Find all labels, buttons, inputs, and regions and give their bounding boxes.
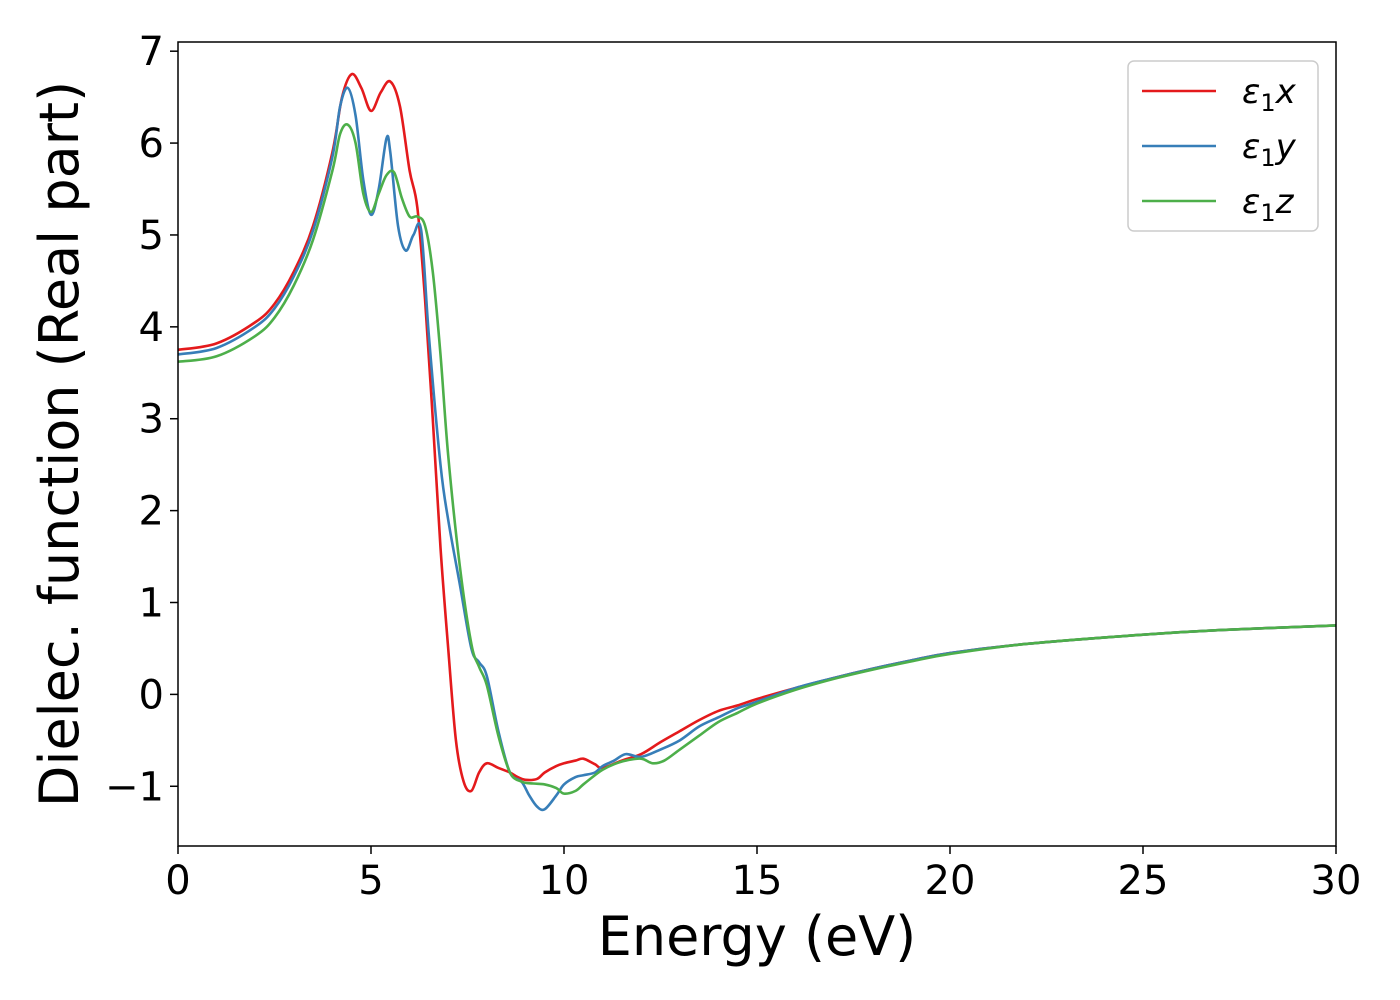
legend: ε1x ε1y ε1z [1127,60,1319,232]
x-tick-label: 30 [1311,858,1362,904]
y-tick-label: 0 [139,672,164,718]
y-tick-label: 7 [139,29,164,75]
series-layer [178,72,1336,812]
y-axis-ticks: −1 0 1 2 3 4 5 6 7 [105,29,178,810]
legend-label-y: ε1y [1242,127,1297,172]
series-line-z [178,123,1336,796]
y-tick-label: 6 [139,121,164,167]
x-tick-label: 15 [732,858,783,904]
x-axis-label: Energy (eV) [598,905,917,968]
x-tick-label: 5 [358,858,383,904]
y-tick-label: 2 [139,489,164,535]
x-tick-label: 0 [165,858,190,904]
x-tick-label: 20 [925,858,976,904]
legend-box [1127,60,1319,232]
y-tick-label: 1 [139,581,164,627]
y-tick-label: −1 [105,764,164,810]
x-tick-label: 10 [539,858,590,904]
y-tick-label: 5 [139,213,164,259]
x-tick-label: 25 [1118,858,1169,904]
legend-label-z: ε1z [1242,182,1295,227]
y-tick-label: 3 [139,397,164,443]
legend-label-x: ε1x [1242,72,1297,117]
y-axis-label: Dielec. function (Real part) [28,81,91,807]
x-axis-ticks: 0 5 10 15 20 25 30 [165,846,1361,904]
y-tick-label: 4 [139,305,164,351]
